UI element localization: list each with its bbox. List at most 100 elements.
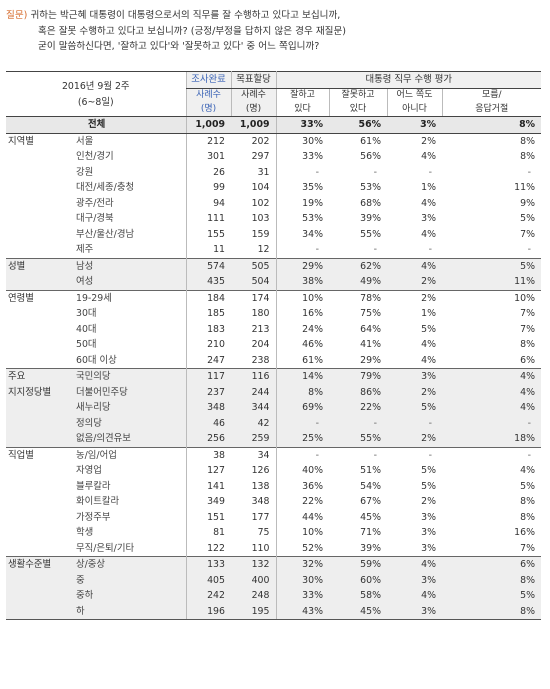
neither-cell: - (387, 446, 442, 463)
samples-cell: 256 (185, 431, 231, 447)
dk-cell: 6% (520, 354, 536, 366)
neither-cell: 4% (387, 257, 442, 274)
samples-cell: 38 (185, 446, 231, 463)
category-cell (6, 525, 68, 541)
target-cell: 248 (231, 588, 276, 604)
subgroup-cell: 30대 (76, 308, 97, 319)
question-line-3: 굳이 말씀하신다면, '잘하고 있다'와 '잘못하고 있다' 중 어느 쪽입니까… (38, 41, 320, 52)
neither-cell: 4% (421, 339, 436, 350)
good-cell: 34% (275, 226, 329, 242)
target-cell: 244 (231, 384, 276, 400)
good-cell: 8% (275, 384, 329, 400)
category-cell (6, 603, 68, 620)
table-row: 강원 26 31- - - - (6, 164, 541, 181)
samples-cell: 210 (185, 337, 231, 353)
neither-cell: 4% (421, 354, 436, 366)
category-cell (6, 306, 68, 322)
dk-cell: 8% (442, 116, 542, 134)
good-cell: - (275, 415, 329, 431)
target-cell: 104 (251, 182, 270, 193)
dk-cell: - (442, 415, 542, 431)
neither-cell: 1% (421, 182, 436, 193)
col-bad-label: 잘못하고 (329, 88, 388, 103)
neither-cell: - (428, 244, 432, 255)
target-cell: 132 (231, 556, 276, 573)
bad-cell: 22% (329, 400, 387, 416)
survey-date-header: 2016년 9월 2주 (6~8일) (6, 71, 186, 117)
table-row: 지지정당별 더불어민주당 237 244 8% 86% 2% 4% (6, 384, 542, 400)
col-good-label: 잘하고 (276, 88, 330, 103)
samples-cell: 185 (185, 306, 231, 322)
table-row: 40대 183 213 24% 64% 5% 7% (6, 321, 541, 338)
dk-cell: 7% (520, 542, 536, 554)
subgroup-cell: 무직/은퇴/기타 (76, 542, 135, 554)
good-cell: 33% (275, 588, 329, 604)
category-cell (6, 165, 68, 181)
neither-cell: 5% (387, 400, 442, 416)
dk-cell: 5% (442, 257, 542, 274)
category-cell (6, 242, 68, 258)
target-cell: 344 (231, 400, 276, 416)
target-cell: 75 (257, 527, 270, 538)
target-cell: 297 (251, 151, 270, 162)
neither-cell: 4% (421, 197, 436, 209)
bad-cell: - (373, 166, 377, 178)
table-row: 대전/세종/충청 99 104 35% 53% 1% 11% (6, 180, 541, 196)
category-cell (6, 353, 68, 369)
neither-cell: 5% (421, 480, 436, 492)
good-cell: 24% (275, 321, 329, 337)
category-cell (6, 479, 68, 495)
target-cell: 177 (251, 511, 270, 523)
good-cell: 38% (275, 274, 329, 290)
target-cell: 1,009 (231, 116, 276, 134)
good-cell: 30% (275, 132, 329, 149)
table-row: 지역별 서울 212 202 30% 61% 2% 8% (6, 132, 542, 149)
target-cell: 12 (257, 244, 270, 255)
neither-cell: 3% (421, 511, 436, 523)
category-cell (6, 494, 68, 510)
neither-cell: 3% (387, 368, 442, 385)
subgroup-cell: 40대 (76, 323, 97, 335)
table-row: 학생 81 75 10% 71% 3% 16% (6, 525, 541, 541)
samples-cell: 81 (185, 525, 231, 541)
table-row: 무직/은퇴/기타 122 110 52% 39% 3% 7% (6, 540, 541, 557)
samples-cell: 117 (185, 368, 231, 385)
dk-cell: 4% (520, 465, 536, 476)
good-cell: 32% (275, 556, 329, 573)
table-row: 정의당 46 42- - - - (6, 415, 542, 431)
subgroup-cell: 50대 (76, 339, 97, 350)
target-cell: 504 (231, 274, 276, 290)
table-row: 가정주부 151 177 44% 45% 3% 8% (6, 509, 541, 525)
samples-cell: 212 (185, 132, 231, 149)
subgroup-cell: 국민의당 (68, 368, 186, 385)
good-cell: 44% (275, 509, 329, 525)
dk-cell: 11% (514, 182, 536, 193)
subgroup-cell: 부산/울산/경남 (76, 228, 135, 240)
bad-cell: - (373, 244, 377, 255)
target-cell: 259 (231, 431, 276, 447)
category-cell (6, 572, 68, 588)
table-row: 전체 1,009 1,009 33% 56% 3% 8% (6, 116, 542, 134)
subgroup-cell: 남성 (68, 257, 186, 274)
samples-cell: 574 (185, 257, 231, 274)
category-cell: 지역별 (6, 132, 68, 149)
table-row: 하 196 195 43% 45% 3% 8% (6, 603, 542, 620)
dk-cell: 8% (520, 511, 536, 523)
neither-cell: 2% (387, 384, 442, 400)
subgroup-cell: 제주 (76, 244, 94, 255)
col-good-label-2: 있다 (276, 102, 330, 117)
good-cell: 36% (275, 478, 329, 494)
category-cell (6, 322, 68, 338)
subgroup-cell: 자영업 (76, 465, 102, 476)
subgroup-cell: 농/임/어업 (68, 446, 186, 463)
target-cell: 195 (231, 603, 276, 620)
bad-cell: 45% (360, 511, 381, 523)
question-line-2: 혹은 잘못 수행하고 있다고 보십니까? (긍정/부정을 답하지 않은 경우 재… (38, 25, 347, 37)
neither-cell: 3% (387, 116, 442, 134)
neither-cell: 3% (387, 603, 442, 620)
dk-cell: 10% (442, 289, 542, 306)
bad-cell: 79% (329, 368, 387, 385)
target-cell: 126 (251, 465, 270, 476)
table-row: 생활수준별 상/중상 133 132 32% 59% 4% 6% (6, 556, 542, 573)
neither-cell: 2% (421, 496, 436, 507)
